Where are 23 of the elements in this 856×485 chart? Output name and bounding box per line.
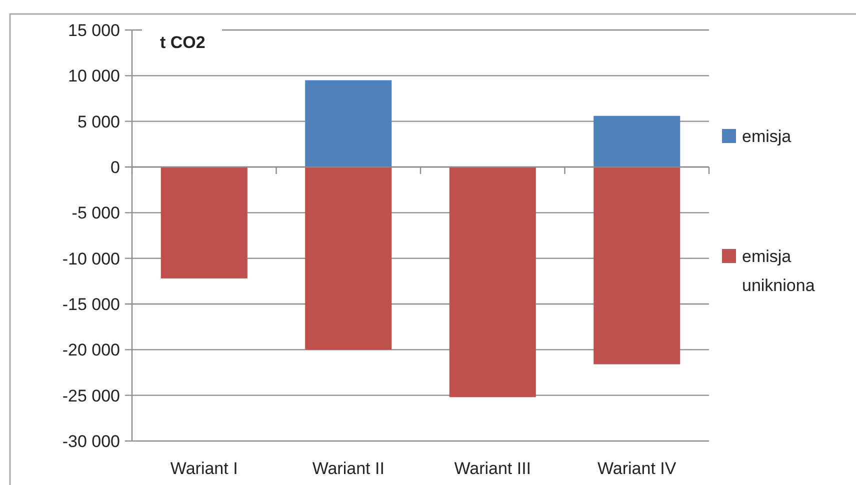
bar <box>449 167 536 398</box>
legend-label: emisja unikniona <box>742 247 816 295</box>
legend-label: emisja <box>742 127 792 146</box>
y-tick-label: 10 000 <box>68 66 120 86</box>
bar <box>305 80 392 167</box>
bar <box>594 116 680 167</box>
x-tick-label: Wariant I <box>170 459 238 478</box>
bar <box>160 167 248 278</box>
y-axis-title: t CO2 <box>160 33 206 52</box>
x-tick-label: Wariant II <box>312 459 384 478</box>
y-tick-label: -10 000 <box>62 249 120 268</box>
y-tick-label: -15 000 <box>62 294 120 314</box>
x-tick-label: Wariant IV <box>598 459 677 478</box>
y-tick-label: -5 000 <box>72 204 120 223</box>
bar <box>305 167 392 350</box>
y-tick-label: 15 000 <box>68 20 120 40</box>
y-tick-label: 5 000 <box>77 112 120 132</box>
bar <box>594 167 680 364</box>
y-tick-label: -20 000 <box>62 340 120 360</box>
y-tick-label: -30 000 <box>62 432 120 451</box>
y-tick-label: -25 000 <box>62 386 120 406</box>
x-tick-label: Wariant III <box>454 459 532 478</box>
y-tick-label: 0 <box>110 158 120 177</box>
